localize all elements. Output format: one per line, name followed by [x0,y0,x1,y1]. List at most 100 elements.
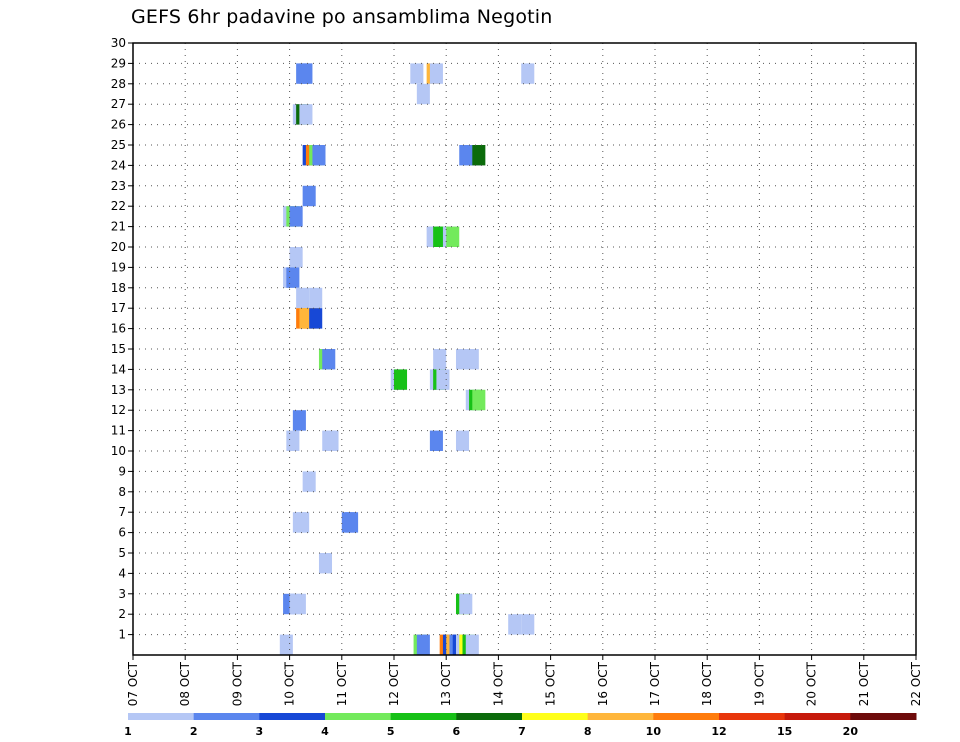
cells-layer [279,63,535,655]
heat-cell [455,349,470,370]
y-tick-label: 3 [118,587,126,601]
x-tick-label: 16 OCT [596,661,610,706]
x-tick-label: 21 OCT [857,661,871,706]
x-tick-label: 08 OCT [178,661,192,706]
chart-title: GEFS 6hr padavine po ansamblima Negotin [131,6,553,28]
colorbar-label: 12 [711,725,726,738]
heat-cell [521,63,535,84]
x-tick-label: 22 OCT [909,661,923,706]
colorbar-label: 3 [256,725,264,738]
heat-cell [429,63,443,84]
heat-cell [433,349,447,370]
heat-cell [459,145,473,166]
y-tick-label: 7 [118,505,126,519]
heat-cell [279,634,293,655]
y-tick-label: 25 [111,138,126,152]
y-tick-label: 11 [111,424,126,438]
heat-cell [416,634,430,655]
colorbar-swatch [850,713,917,720]
heat-cell [292,593,306,615]
heat-cell [446,226,460,247]
x-tick-label: 14 OCT [491,661,505,706]
y-tick-label: 24 [111,158,126,172]
y-tick-label: 20 [111,240,126,254]
y-tick-label: 16 [111,322,126,336]
heat-cell [312,145,326,166]
colorbar-swatch [325,713,392,720]
colorbar: 1 2 3 4 5 6 7 8 10 12 15 20 [124,713,917,738]
plot-frame [132,42,917,656]
y-tick-label: 22 [111,199,126,213]
heat-cell [299,63,313,84]
y-tick-label: 30 [111,36,126,50]
heat-cell [322,349,336,370]
x-tick-label: 13 OCT [439,661,453,706]
y-axis: 1234567891011121314151617181920212223242… [111,36,133,642]
y-tick-label: 8 [118,485,126,499]
colorbar-swatch [193,713,260,720]
heat-cell [436,369,450,390]
y-tick-label: 29 [111,56,126,70]
heat-cell [302,471,316,492]
colorbar-label: 1 [124,725,132,738]
heat-cell [465,634,479,655]
colorbar-swatch [259,713,326,720]
heat-cell [416,83,430,105]
colorbar-swatch [719,713,786,720]
heat-cell [394,369,408,390]
y-tick-label: 19 [111,260,126,274]
y-tick-label: 14 [111,362,126,376]
x-tick-label: 18 OCT [700,661,714,706]
heat-cell [345,512,359,533]
heat-cell [289,247,303,268]
x-axis: 07 OCT 08 OCT 09 OCT 10 OCT 11 OCT 12 OCT 13 O… [126,655,923,706]
heat-cell [302,185,316,207]
colorbar-label: 2 [190,725,198,738]
colorbar-label: 5 [387,725,395,738]
heat-cell [296,287,310,309]
y-tick-label: 12 [111,403,126,417]
y-tick-label: 27 [111,97,126,111]
heat-cell [521,614,535,635]
colorbar-label: 6 [453,725,461,738]
colorbar-swatch [390,713,457,720]
y-tick-label: 26 [111,118,126,132]
colorbar-label: 8 [584,725,592,738]
y-tick-label: 15 [111,342,126,356]
x-tick-label: 07 OCT [126,661,140,706]
y-tick-label: 4 [118,566,126,580]
grid-layer [133,43,916,655]
colorbar-swatch [128,713,195,720]
colorbar-swatch [587,713,654,720]
y-tick-label: 9 [118,464,126,478]
heat-cell [410,63,424,84]
y-tick-label: 10 [111,444,126,458]
heat-cell [472,389,486,411]
heat-cell [309,287,323,309]
y-tick-label: 17 [111,301,126,315]
y-tick-label: 13 [111,383,126,397]
colorbar-swatch [653,713,720,720]
colorbar-swatch [784,713,851,720]
heat-cell [286,430,300,451]
heat-cell [309,308,323,329]
heat-cell [472,145,486,166]
colorbar-label: 4 [321,725,329,738]
x-tick-label: 17 OCT [648,661,662,706]
x-tick-label: 09 OCT [230,661,244,706]
x-tick-label: 10 OCT [283,661,297,706]
colorbar-label: 15 [777,725,792,738]
colorbar-label: 7 [518,725,526,738]
y-tick-label: 18 [111,281,126,295]
heat-cell [455,430,470,451]
heat-cell [318,553,333,574]
heat-cell [289,206,303,227]
heat-cell [508,614,522,635]
heat-cell [292,410,306,431]
x-tick-label: 20 OCT [805,661,819,706]
x-tick-label: 19 OCT [752,661,766,706]
heat-cell [325,430,339,451]
x-tick-label: 11 OCT [335,661,349,706]
heat-cell [296,512,310,533]
heat-cell [286,267,300,288]
